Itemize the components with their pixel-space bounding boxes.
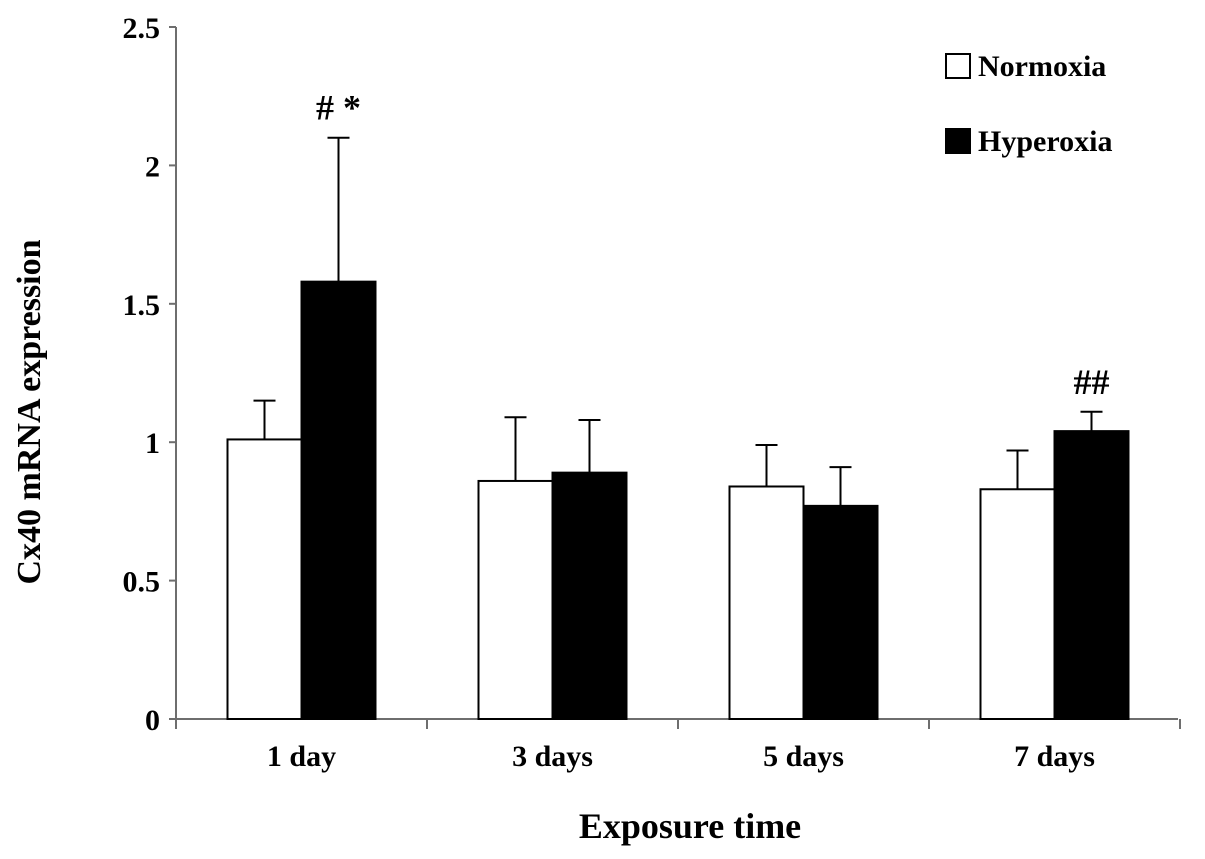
bar bbox=[477, 479, 554, 720]
bar bbox=[300, 280, 377, 720]
y-tick-label: 2 bbox=[145, 150, 160, 183]
bar bbox=[226, 438, 303, 720]
y-tick-label: 1 bbox=[145, 427, 160, 460]
x-tick-label: 1 day bbox=[267, 740, 336, 773]
legend-swatch bbox=[945, 128, 971, 154]
significance-marker: # * bbox=[316, 88, 361, 128]
bar bbox=[979, 488, 1056, 721]
y-axis: 0 0.5 1 1.5 2 2.5 bbox=[123, 12, 177, 737]
x-tick-label: 3 days bbox=[512, 740, 593, 773]
legend: Normoxia Hyperoxia bbox=[945, 50, 1112, 158]
legend-swatch bbox=[945, 53, 971, 79]
significance-marker: ## bbox=[1074, 362, 1110, 402]
y-tick-label: 0 bbox=[145, 704, 160, 737]
bar bbox=[551, 471, 628, 721]
legend-label: Normoxia bbox=[978, 50, 1106, 83]
y-axis-label: Cx40 mRNA expression bbox=[11, 239, 48, 584]
x-axis-label: Exposure time bbox=[579, 806, 801, 846]
bar bbox=[1053, 430, 1130, 720]
x-tick-label: 7 days bbox=[1014, 740, 1095, 773]
bars bbox=[226, 280, 1130, 721]
bar bbox=[802, 504, 879, 721]
y-tick-label: 1.5 bbox=[123, 289, 161, 322]
error-bars bbox=[253, 136, 1103, 506]
x-tick-label: 5 days bbox=[763, 740, 844, 773]
bar bbox=[728, 485, 805, 720]
legend-label: Hyperoxia bbox=[978, 125, 1112, 158]
y-tick-label: 2.5 bbox=[123, 12, 161, 45]
annotations: # * ## bbox=[316, 88, 1110, 402]
x-axis: 1 day 3 days 5 days 7 days bbox=[175, 718, 1181, 773]
y-tick-label: 0.5 bbox=[123, 566, 161, 599]
